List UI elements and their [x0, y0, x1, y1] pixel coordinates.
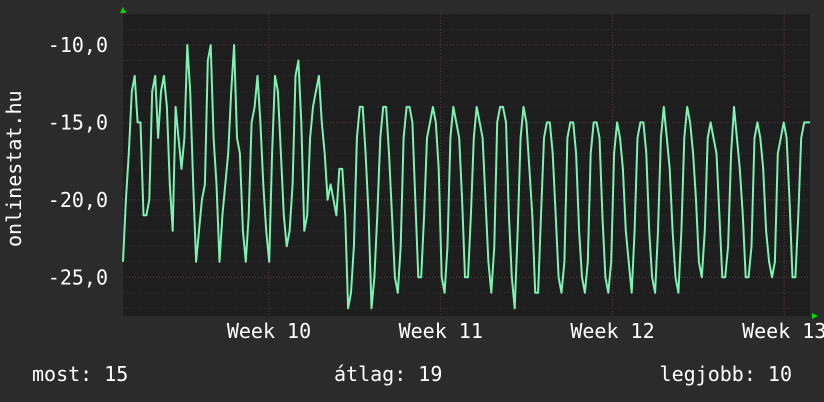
stat-current: most: 15 — [32, 362, 129, 386]
y-tick-label: -25,0 — [48, 265, 108, 289]
y-axis-arrow-icon — [120, 7, 126, 13]
plot-area — [123, 14, 810, 316]
x-axis-tick-labels: Week 10 Week 11 Week 12 Week 13 — [227, 319, 824, 343]
series-layer — [122, 44, 810, 310]
y-tick-label: -10,0 — [48, 33, 108, 57]
stat-best: legjobb: 10 — [659, 362, 792, 386]
stat-average: átlag: 19 — [334, 362, 443, 386]
y-tick-label: -15,0 — [48, 110, 108, 134]
y-tick-label: -20,0 — [48, 188, 108, 212]
y-axis-label: onlinestat.hu — [2, 90, 26, 247]
series-line — [122, 44, 810, 310]
y-axis-tick-labels: -10,0 -15,0 -20,0 -25,0 — [48, 33, 108, 289]
x-tick-label: Week 11 — [399, 319, 483, 343]
x-tick-label: Week 10 — [227, 319, 311, 343]
x-tick-label: Week 12 — [570, 319, 654, 343]
x-axis-arrow-icon — [812, 313, 818, 319]
x-tick-label: Week 13 — [742, 319, 824, 343]
